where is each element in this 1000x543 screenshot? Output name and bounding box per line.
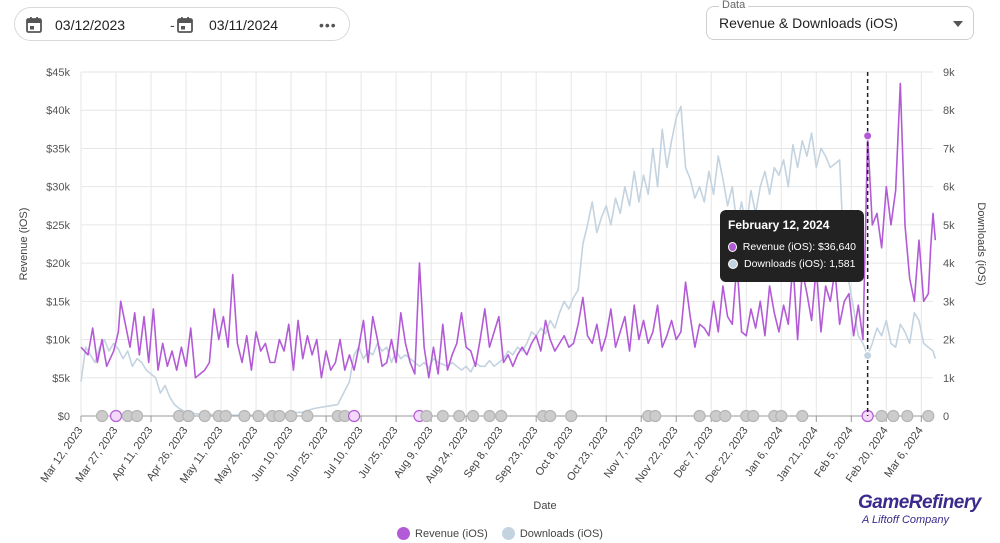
- chart-legend: Revenue (iOS) Downloads (iOS): [0, 527, 1000, 540]
- event-marker[interactable]: [565, 409, 578, 423]
- event-marker[interactable]: [238, 409, 251, 423]
- tooltip-revenue: Revenue (iOS): $36,640: [742, 241, 856, 253]
- calendar-icon[interactable]: [176, 16, 194, 34]
- event-marker[interactable]: [719, 409, 732, 423]
- event-marker[interactable]: [544, 409, 557, 423]
- more-options-icon[interactable]: •••: [319, 17, 337, 33]
- data-select[interactable]: Data Revenue & Downloads (iOS): [706, 0, 974, 40]
- event-marker[interactable]: [436, 409, 449, 423]
- event-marker[interactable]: [495, 409, 508, 423]
- event-marker[interactable]: [198, 409, 211, 423]
- y-tick-label: $15k: [46, 296, 70, 308]
- legend-item-revenue[interactable]: Revenue (iOS): [397, 527, 488, 540]
- event-marker[interactable]: [747, 409, 760, 423]
- tooltip-downloads: Downloads (iOS): 1,581: [744, 258, 856, 270]
- event-marker[interactable]: [109, 409, 123, 423]
- y-tick-label: $20k: [46, 258, 70, 270]
- y-tick-label: $30k: [46, 182, 70, 194]
- revenue-dot-icon: [728, 242, 737, 252]
- y-tick-label: $35k: [46, 143, 70, 155]
- x-axis-title: Date: [533, 500, 556, 512]
- y-tick-label: $10k: [46, 335, 70, 347]
- y2-tick-label: 8k: [943, 105, 955, 117]
- y2-tick-label: 2k: [943, 335, 955, 347]
- calendar-icon[interactable]: [25, 16, 43, 34]
- event-marker[interactable]: [693, 409, 706, 423]
- event-marker[interactable]: [219, 409, 232, 423]
- hover-point-revenue: [863, 131, 873, 141]
- data-select-label: Data: [719, 0, 749, 11]
- brand-tagline: A Liftoff Company: [862, 514, 950, 526]
- event-marker[interactable]: [252, 409, 265, 423]
- event-marker[interactable]: [130, 409, 144, 423]
- start-date[interactable]: 03/12/2023: [55, 17, 126, 33]
- event-marker[interactable]: [95, 409, 109, 423]
- event-marker[interactable]: [348, 409, 361, 423]
- event-marker[interactable]: [875, 409, 888, 423]
- y-tick-label: $0: [58, 411, 70, 423]
- y-axis-title: Revenue (iOS): [18, 208, 30, 281]
- legend-revenue-label: Revenue (iOS): [415, 527, 488, 540]
- y-tick-label: $45k: [46, 67, 70, 79]
- date-separator: -: [170, 17, 175, 33]
- y2-tick-label: 7k: [943, 143, 955, 155]
- chevron-down-icon[interactable]: [953, 21, 963, 27]
- end-date[interactable]: 03/11/2024: [209, 17, 279, 33]
- downloads-swatch-icon: [501, 527, 515, 540]
- y2-tick-label: 4k: [943, 258, 955, 270]
- y2-tick-label: 1k: [943, 373, 955, 385]
- event-marker[interactable]: [284, 409, 298, 423]
- event-marker[interactable]: [483, 409, 496, 423]
- event-marker[interactable]: [453, 409, 466, 423]
- event-marker[interactable]: [887, 409, 900, 423]
- y-tick-label: $25k: [46, 220, 70, 232]
- legend-item-downloads[interactable]: Downloads (iOS): [501, 527, 603, 540]
- y2-tick-label: 9k: [943, 67, 955, 79]
- event-marker[interactable]: [273, 409, 286, 423]
- revenue-swatch-icon: [397, 527, 411, 540]
- event-marker[interactable]: [301, 409, 314, 423]
- event-marker[interactable]: [420, 409, 433, 423]
- date-range-picker[interactable]: 03/12/2023 - 03/11/2024 •••: [14, 7, 350, 41]
- event-marker[interactable]: [649, 409, 662, 423]
- y2-axis-title: Downloads (iOS): [975, 202, 987, 285]
- tooltip-revenue-row: Revenue (iOS): $36,640: [728, 241, 856, 253]
- event-marker[interactable]: [182, 409, 195, 423]
- brand-logo: GameRefinery A Liftoff Company: [858, 492, 981, 526]
- tooltip-downloads-row: Downloads (iOS): 1,581: [728, 258, 856, 270]
- y2-tick-label: 0: [943, 411, 949, 423]
- y-tick-label: $40k: [46, 105, 70, 117]
- legend-downloads-label: Downloads (iOS): [519, 527, 603, 540]
- y2-tick-label: 5k: [943, 220, 955, 232]
- tooltip-title: February 12, 2024: [728, 218, 830, 232]
- downloads-dot-icon: [728, 259, 738, 269]
- event-marker[interactable]: [467, 409, 480, 423]
- brand-name: GameRefinery: [858, 492, 981, 513]
- event-marker[interactable]: [796, 409, 809, 423]
- event-marker[interactable]: [922, 409, 935, 423]
- chart-tooltip: February 12, 2024 Revenue (iOS): $36,640…: [720, 210, 864, 282]
- data-select-value[interactable]: Revenue & Downloads (iOS): [719, 15, 898, 31]
- y2-tick-label: 6k: [943, 182, 955, 194]
- event-marker[interactable]: [775, 409, 788, 423]
- event-marker[interactable]: [901, 409, 914, 423]
- y2-tick-label: 3k: [943, 296, 955, 308]
- y-tick-label: $5k: [52, 373, 70, 385]
- hover-point-downloads: [863, 351, 873, 361]
- revenue-series-line: [80, 82, 937, 379]
